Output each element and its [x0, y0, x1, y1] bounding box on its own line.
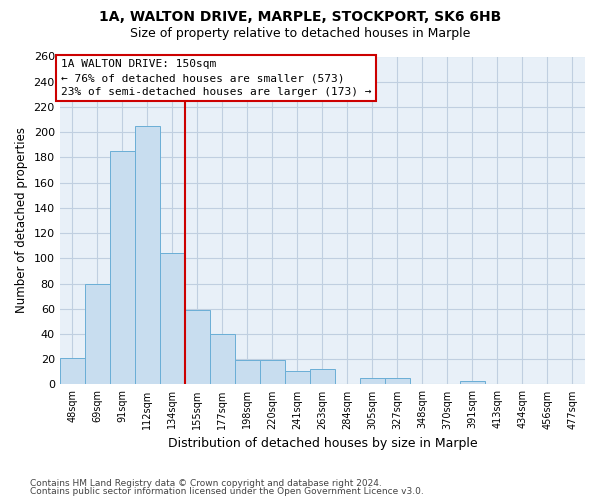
Bar [185, 310, 210, 384]
Bar [360, 378, 385, 384]
Text: 1A WALTON DRIVE: 150sqm
← 76% of detached houses are smaller (573)
23% of semi-d: 1A WALTON DRIVE: 150sqm ← 76% of detache… [61, 59, 371, 97]
Bar [310, 370, 335, 384]
Bar [460, 380, 485, 384]
Bar [160, 254, 185, 384]
Bar [135, 126, 160, 384]
Bar [85, 284, 110, 384]
Text: Contains HM Land Registry data © Crown copyright and database right 2024.: Contains HM Land Registry data © Crown c… [30, 478, 382, 488]
Text: Size of property relative to detached houses in Marple: Size of property relative to detached ho… [130, 28, 470, 40]
Bar [210, 334, 235, 384]
Bar [385, 378, 410, 384]
Y-axis label: Number of detached properties: Number of detached properties [15, 128, 28, 314]
Bar [235, 360, 260, 384]
X-axis label: Distribution of detached houses by size in Marple: Distribution of detached houses by size … [167, 437, 477, 450]
Text: 1A, WALTON DRIVE, MARPLE, STOCKPORT, SK6 6HB: 1A, WALTON DRIVE, MARPLE, STOCKPORT, SK6… [99, 10, 501, 24]
Bar [59, 358, 85, 384]
Bar [285, 370, 310, 384]
Bar [260, 360, 285, 384]
Text: Contains public sector information licensed under the Open Government Licence v3: Contains public sector information licen… [30, 487, 424, 496]
Bar [110, 151, 135, 384]
